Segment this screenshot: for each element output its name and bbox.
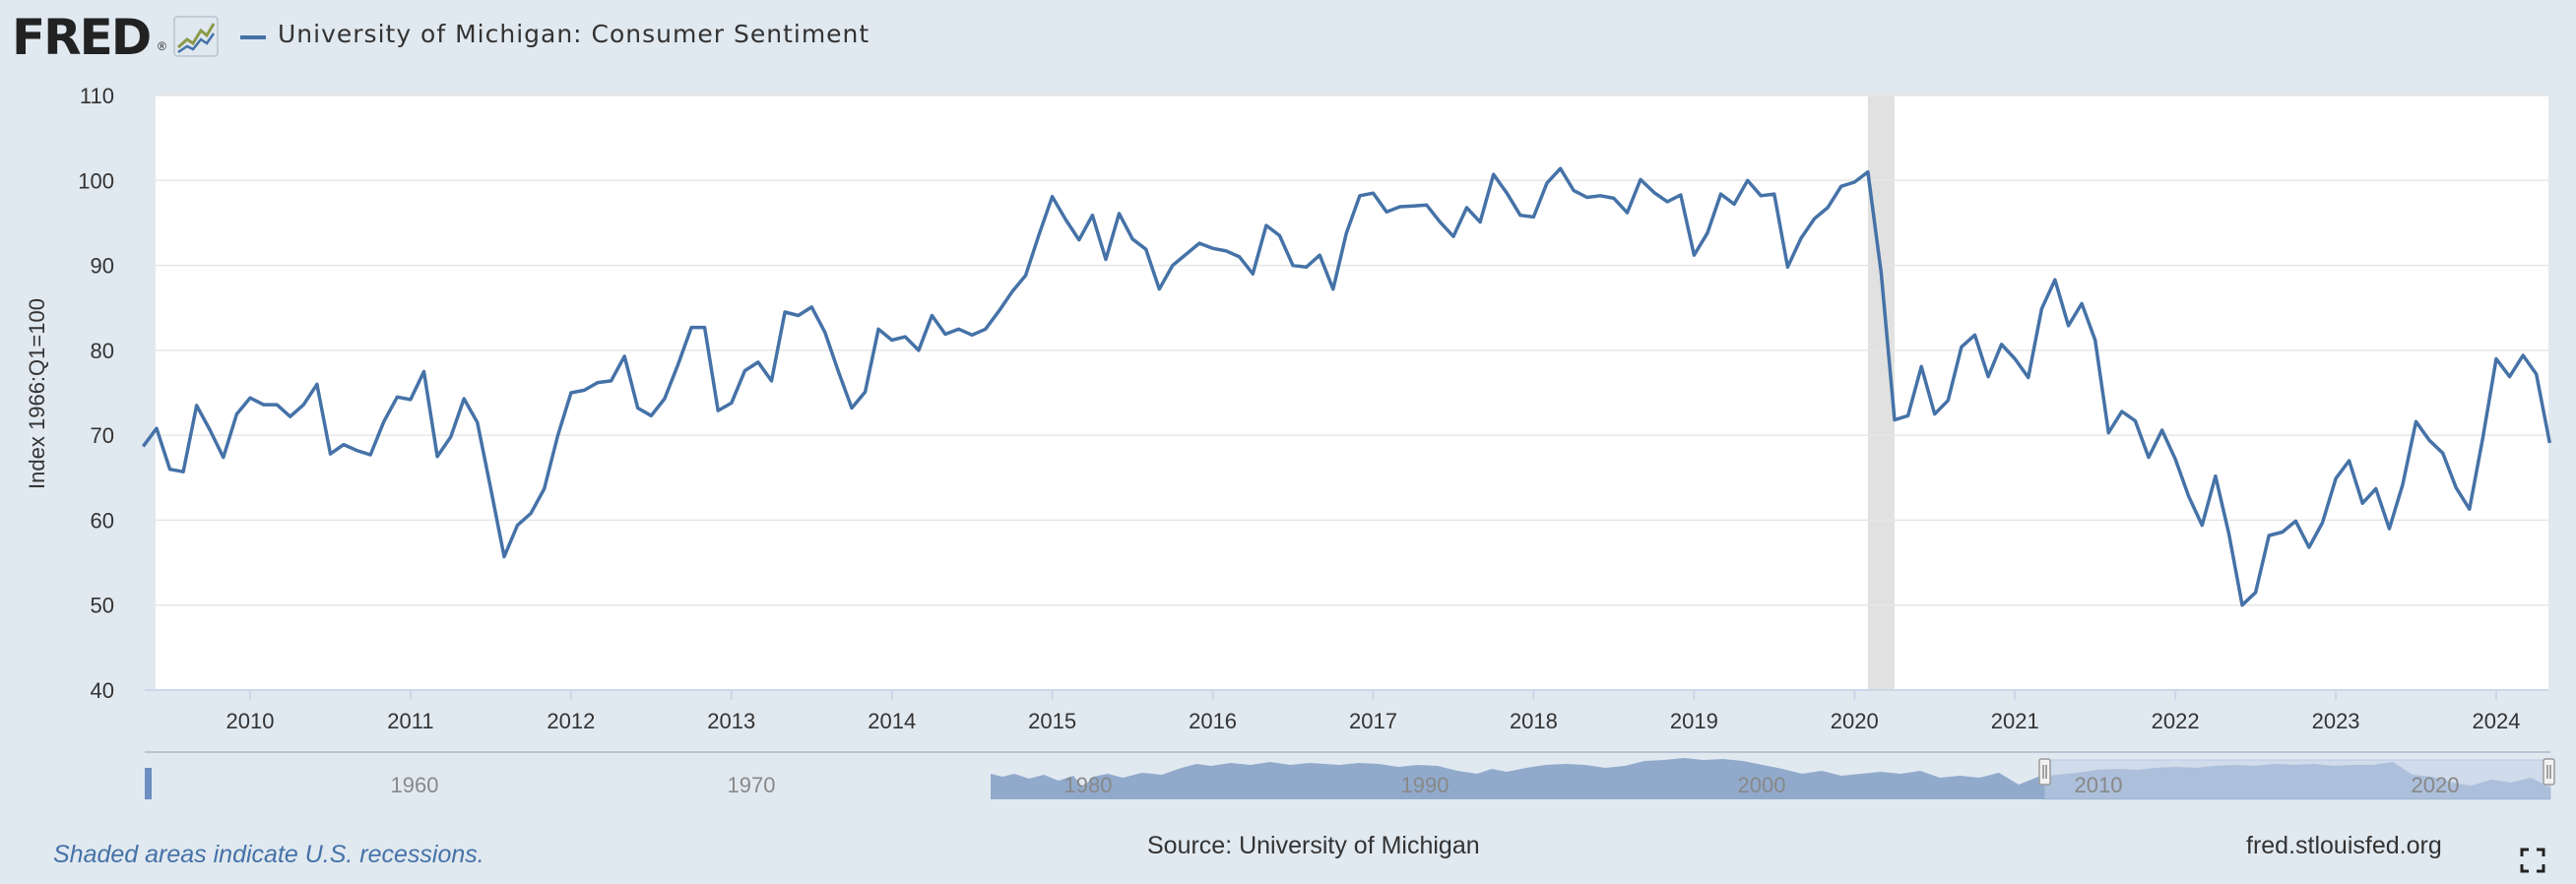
navigator-left-handle[interactable]: [2038, 758, 2051, 786]
x-tick-label: 2018: [1510, 709, 1558, 733]
registered-mark: ®: [158, 39, 166, 53]
y-tick-label: 50: [91, 594, 114, 618]
y-tick-label: 90: [91, 254, 114, 279]
navigator[interactable]: 1960 1970 1980 1990 2000 2010 2020: [145, 751, 2555, 800]
legend-label: University of Michigan: Consumer Sentime…: [278, 20, 870, 48]
x-tick-label: 2017: [1349, 709, 1397, 733]
x-tick-label: 2011: [387, 709, 433, 733]
x-tick-label: 2015: [1028, 709, 1076, 733]
y-axis: 40 50 60 70 80 90 100 110: [78, 84, 114, 703]
y-tick-label: 60: [91, 508, 114, 533]
navigator-tick-label: 1990: [1401, 773, 1449, 797]
chart-header: FRED ® University of Michigan: Consumer …: [0, 0, 2576, 79]
recession-note: Shaded areas indicate U.S. recessions.: [53, 841, 484, 868]
x-tick-label: 2021: [1991, 709, 2039, 733]
navigator-tick-label: 1980: [1064, 773, 1113, 797]
y-tick-label: 100: [78, 168, 114, 193]
series-line[interactable]: [141, 166, 2552, 607]
x-tick-label: 2012: [547, 709, 595, 733]
x-tick-label: 2024: [2473, 709, 2521, 733]
x-tick-label: 2023: [2312, 709, 2360, 733]
navigator-ticks: 1960 1970 1980 1990 2000 2010 2020: [391, 773, 2460, 797]
x-tick-label: 2016: [1189, 709, 1237, 733]
navigator-left-stub: [145, 768, 152, 799]
plot-area: [156, 95, 2548, 690]
site-link[interactable]: fred.stlouisfed.org: [2246, 832, 2442, 859]
y-tick-label: 110: [80, 84, 114, 108]
navigator-tick-label: 2020: [2412, 773, 2460, 797]
fullscreen-icon[interactable]: [2519, 847, 2546, 874]
y-tick-label: 40: [91, 678, 114, 703]
source-text: Source: University of Michigan: [1147, 832, 1480, 859]
y-axis-label: Index 1966:Q1=100: [25, 298, 49, 489]
y-tick-label: 70: [91, 423, 114, 448]
x-tick-label: 2010: [226, 709, 275, 733]
navigator-tick-label: 2010: [2075, 773, 2123, 797]
legend-swatch: [240, 35, 266, 39]
fred-logo[interactable]: FRED: [12, 9, 152, 66]
navigator-tick-label: 1960: [391, 773, 439, 797]
x-axis: 2010 2011 2012 2013 2014 2015 2016 2017 2018 2019…: [145, 689, 2548, 733]
x-tick-label: 2022: [2152, 709, 2200, 733]
x-tick-label: 2013: [707, 709, 755, 733]
y-tick-label: 80: [91, 339, 114, 363]
x-tick-label: 2020: [1831, 709, 1879, 733]
navigator-right-handle[interactable]: [2543, 758, 2555, 786]
x-tick-label: 2019: [1670, 709, 1718, 733]
navigator-tick-label: 1970: [728, 773, 776, 797]
line-chart-icon: [173, 16, 219, 57]
x-tick-label: 2014: [868, 709, 916, 733]
navigator-tick-label: 2000: [1738, 773, 1786, 797]
